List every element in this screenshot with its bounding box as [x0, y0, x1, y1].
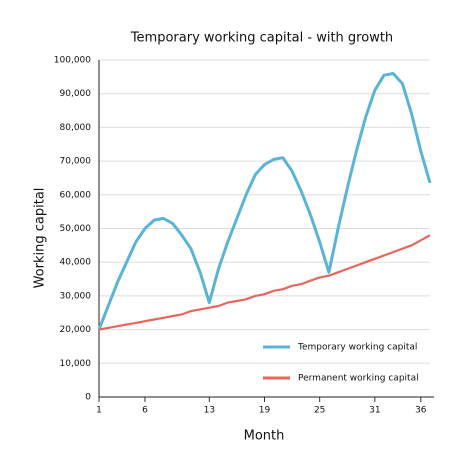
x-tick-label: 6 [142, 406, 148, 416]
y-tick-label: 70,000 [60, 157, 92, 167]
series-line [98, 234, 431, 331]
y-tick-label: 100,000 [54, 56, 91, 66]
y-tick-label: 10,000 [60, 359, 92, 369]
y-tick-label: 20,000 [60, 325, 92, 335]
y-tick-label: 30,000 [60, 291, 92, 301]
series-line [97, 72, 432, 331]
y-tick-label: 90,000 [60, 89, 92, 99]
y-tick-label: 80,000 [60, 123, 92, 133]
x-tick-label: 25 [314, 406, 325, 416]
y-tick-label: 60,000 [60, 190, 92, 200]
y-axis-label: Working capital [33, 188, 48, 289]
chart-title: Temporary working capital - with growth [130, 31, 393, 46]
legend-label: Temporary working capital [297, 343, 417, 353]
y-tick-label: 50,000 [60, 224, 92, 234]
x-axis-label: Month [244, 429, 285, 444]
y-tick-label: 0 [85, 393, 91, 403]
x-tick-label: 13 [204, 406, 215, 416]
x-tick-label: 1 [96, 406, 102, 416]
legend-label: Permanent working capital [298, 374, 419, 384]
x-tick-label: 36 [415, 406, 427, 416]
x-tick-label: 31 [369, 406, 380, 416]
y-tick-label: 40,000 [60, 258, 92, 268]
x-tick-label: 19 [259, 406, 271, 416]
